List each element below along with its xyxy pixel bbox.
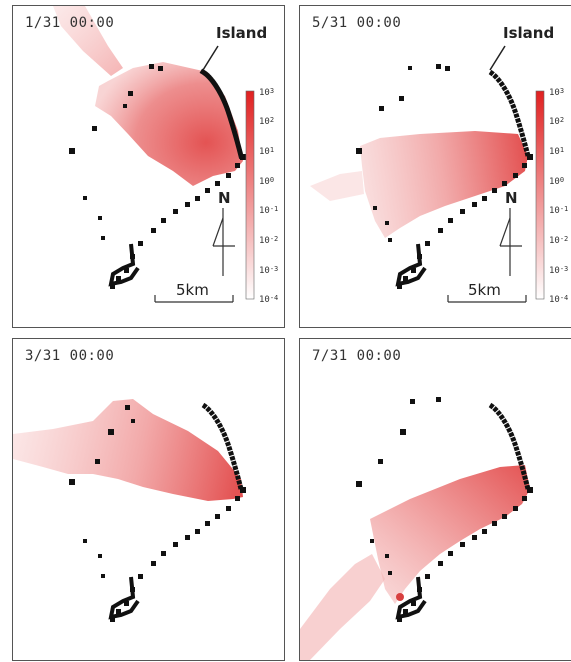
cb-tick: 10-1 (259, 205, 279, 216)
plume (95, 62, 243, 186)
panel-mar: 3/31 00:00 (12, 338, 285, 661)
north-arrow (212, 208, 235, 276)
cb-tick: 100 (549, 176, 565, 187)
plume-tail (53, 6, 123, 76)
hotspot (396, 593, 404, 601)
map-jul (300, 397, 533, 660)
plume (13, 399, 243, 501)
coastline (201, 402, 244, 490)
colorbar (535, 90, 545, 300)
cb-tick: 10-2 (259, 235, 279, 246)
cb-tick: 102 (259, 116, 275, 127)
cb-tick: 101 (259, 146, 275, 157)
coast-dots (356, 397, 533, 622)
north-arrow (499, 208, 522, 276)
map-jan (53, 6, 255, 303)
panel-may: 5/31 00:00 Island N 5km 103 102 101 100 … (299, 5, 571, 328)
coast-dots (69, 64, 246, 289)
island-label: Island (216, 24, 268, 42)
island-label: Island (503, 24, 555, 42)
island-pointer (489, 45, 506, 71)
coast-south (395, 243, 427, 287)
cb-tick: 100 (259, 176, 275, 187)
panel-title: 5/31 00:00 (312, 15, 402, 31)
map-may (310, 45, 545, 303)
scale-label: 5km (176, 281, 209, 299)
cb-tick: 10-4 (549, 294, 569, 305)
plume-tail (310, 171, 364, 201)
plume (370, 465, 530, 604)
cb-tick: 10-2 (549, 235, 569, 246)
coast-south (108, 576, 140, 620)
colorbar (245, 90, 255, 300)
panel-title: 3/31 00:00 (25, 348, 115, 364)
island-pointer (202, 45, 219, 71)
cb-tick: 101 (549, 146, 565, 157)
panel-jan: 1/31 00:00 Island N 5km 103 102 101 100 … (12, 5, 285, 328)
cb-tick: 103 (259, 87, 275, 98)
plume-tail (300, 554, 385, 660)
scale-bar (447, 295, 527, 303)
cb-tick: 10-1 (549, 205, 569, 216)
cb-tick: 10-3 (549, 265, 569, 276)
panel-title: 1/31 00:00 (25, 15, 115, 31)
north-label: N (505, 189, 518, 207)
panel-title: 7/31 00:00 (312, 348, 402, 364)
panel-jul: 7/31 00:00 (299, 338, 571, 661)
coast-south (108, 243, 140, 287)
cb-tick: 10-4 (259, 294, 279, 305)
coastline (488, 69, 531, 157)
plume (360, 131, 528, 238)
cb-tick: 10-3 (259, 265, 279, 276)
scale-label: 5km (468, 281, 501, 299)
coastline (488, 402, 531, 490)
cb-tick: 103 (549, 87, 565, 98)
north-label: N (218, 189, 231, 207)
coastline (199, 68, 245, 160)
map-mar (13, 399, 246, 622)
scale-bar (154, 295, 234, 303)
coast-south (395, 576, 427, 620)
cb-tick: 102 (549, 116, 565, 127)
